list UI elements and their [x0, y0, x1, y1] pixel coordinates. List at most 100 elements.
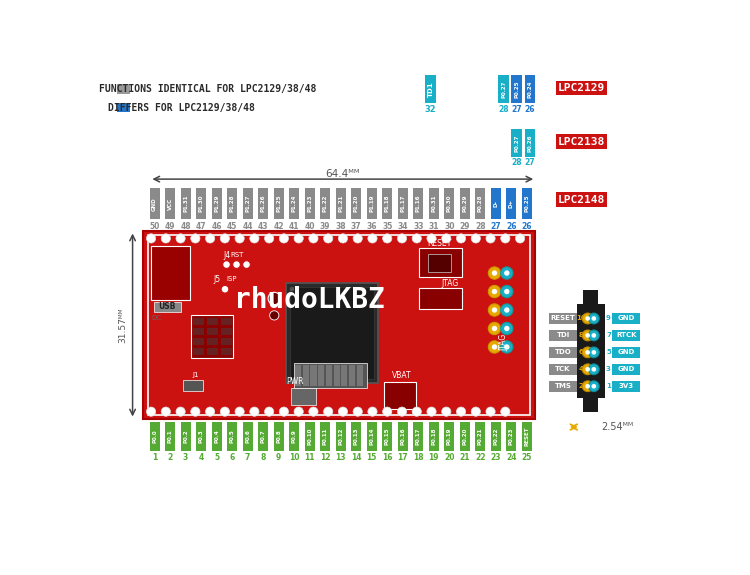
Circle shape	[504, 344, 509, 350]
Text: P0.16: P0.16	[400, 428, 405, 445]
Bar	[351, 189, 361, 219]
Bar	[382, 189, 392, 219]
Bar	[211, 189, 221, 219]
Circle shape	[501, 304, 513, 316]
Text: 26: 26	[506, 221, 517, 231]
Text: GND: GND	[617, 316, 634, 321]
Text: P0.21: P0.21	[478, 428, 483, 445]
Text: D-: D-	[494, 200, 498, 207]
Text: 38: 38	[335, 221, 346, 231]
Circle shape	[471, 407, 481, 416]
Text: P0.1: P0.1	[167, 430, 172, 443]
Text: 3: 3	[183, 453, 188, 462]
Text: 10: 10	[289, 453, 299, 462]
Text: P0.25: P0.25	[524, 195, 530, 213]
Text: RST: RST	[230, 252, 244, 258]
Circle shape	[221, 285, 229, 293]
Text: 27: 27	[490, 221, 501, 231]
Text: 45: 45	[227, 221, 237, 231]
Bar	[506, 421, 517, 451]
Circle shape	[457, 407, 466, 416]
Circle shape	[488, 341, 501, 353]
Bar	[196, 189, 206, 219]
Text: 32: 32	[424, 105, 436, 113]
Text: TDI: TDI	[556, 332, 570, 339]
Circle shape	[504, 270, 509, 276]
Bar	[549, 364, 577, 375]
Text: 4: 4	[199, 453, 204, 462]
Circle shape	[504, 307, 509, 313]
Bar	[549, 381, 577, 392]
Circle shape	[501, 267, 513, 279]
Bar	[444, 421, 454, 451]
Bar	[221, 318, 232, 325]
Bar	[524, 129, 536, 157]
Bar	[290, 189, 299, 219]
Bar	[117, 85, 130, 94]
Circle shape	[585, 384, 590, 389]
Bar	[522, 421, 532, 451]
Text: P0.8: P0.8	[276, 430, 281, 443]
Text: P1.16: P1.16	[416, 195, 421, 213]
Bar	[221, 328, 232, 335]
Bar	[583, 398, 598, 412]
Text: P1.28: P1.28	[230, 195, 235, 213]
Text: P0.19: P0.19	[447, 428, 452, 445]
Bar	[512, 129, 522, 157]
Circle shape	[161, 234, 170, 243]
Bar	[506, 189, 517, 219]
Text: 35: 35	[382, 221, 392, 231]
Circle shape	[368, 407, 377, 416]
Text: 9: 9	[276, 453, 281, 462]
Text: 30: 30	[444, 221, 454, 231]
Text: P0.13: P0.13	[354, 428, 358, 445]
Text: FUNCTIONS IDENTICAL FOR LPC2129/38/48: FUNCTIONS IDENTICAL FOR LPC2129/38/48	[98, 84, 316, 94]
Text: 3: 3	[606, 366, 611, 372]
Text: GND: GND	[617, 350, 634, 355]
Circle shape	[323, 234, 333, 243]
Bar	[444, 189, 454, 219]
Circle shape	[176, 407, 185, 416]
Text: 20: 20	[444, 453, 454, 462]
Text: 44: 44	[242, 221, 253, 231]
Text: P1.21: P1.21	[338, 195, 344, 212]
Text: P1.27: P1.27	[245, 195, 250, 213]
Text: 11: 11	[304, 453, 315, 462]
Text: 41: 41	[289, 221, 299, 231]
Text: 40: 40	[304, 221, 315, 231]
Bar	[612, 313, 640, 324]
Text: 8: 8	[578, 332, 584, 339]
Bar	[612, 364, 640, 375]
Text: J1: J1	[193, 373, 199, 378]
Text: JTAG: JTAG	[500, 334, 508, 351]
Bar	[148, 235, 530, 415]
Circle shape	[190, 234, 200, 243]
Circle shape	[398, 234, 406, 243]
Text: 5: 5	[214, 453, 219, 462]
Circle shape	[250, 407, 259, 416]
Bar	[512, 75, 522, 103]
Text: 46: 46	[211, 221, 222, 231]
Bar	[320, 189, 330, 219]
Text: 1: 1	[152, 453, 157, 462]
Bar	[336, 421, 346, 451]
Text: 13: 13	[335, 453, 346, 462]
Text: 5: 5	[606, 350, 610, 355]
Text: JTAG: JTAG	[441, 278, 458, 288]
Circle shape	[457, 234, 466, 243]
Bar	[149, 421, 160, 451]
Bar	[286, 283, 378, 383]
Text: 39: 39	[320, 221, 331, 231]
Bar	[181, 189, 190, 219]
Circle shape	[268, 292, 280, 305]
Bar	[143, 231, 535, 419]
Text: P1.18: P1.18	[385, 195, 390, 213]
Circle shape	[294, 407, 303, 416]
Text: P1.23: P1.23	[308, 195, 312, 213]
Bar	[476, 189, 485, 219]
Circle shape	[488, 304, 501, 316]
Bar	[334, 365, 340, 386]
Bar	[549, 347, 577, 358]
Circle shape	[504, 326, 509, 331]
Text: 19: 19	[428, 453, 439, 462]
